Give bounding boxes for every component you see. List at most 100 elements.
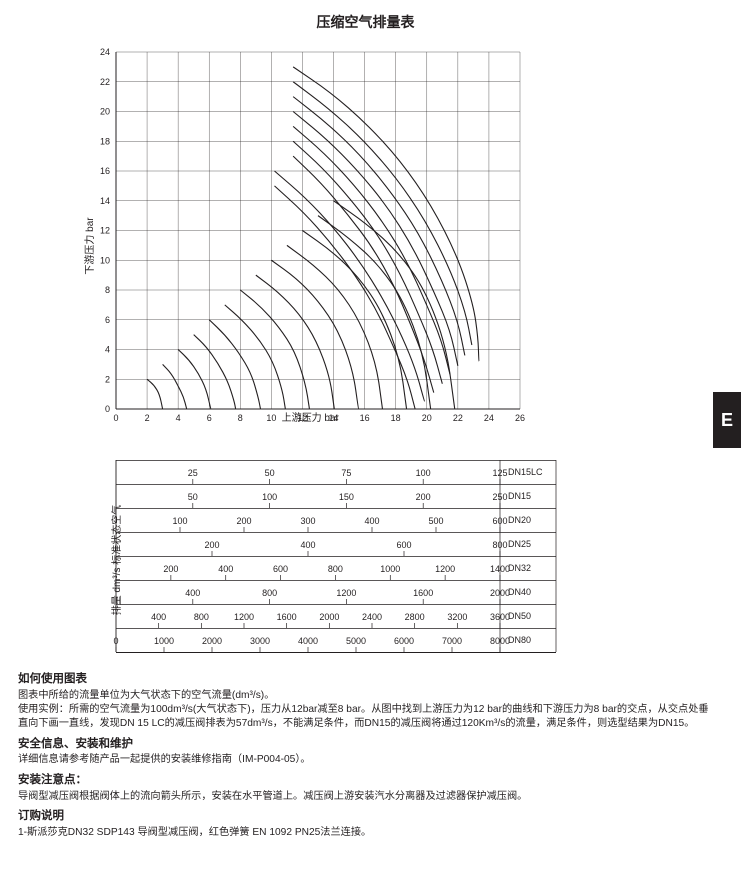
heading-safety: 安全信息、安装和维护 — [18, 737, 713, 753]
svg-text:600: 600 — [396, 540, 411, 550]
svg-text:1000: 1000 — [154, 636, 174, 646]
heading-install: 安装注意点： — [18, 773, 713, 789]
svg-text:8: 8 — [238, 413, 243, 423]
svg-text:400: 400 — [300, 540, 315, 550]
svg-text:75: 75 — [341, 468, 351, 478]
svg-text:2: 2 — [105, 374, 110, 384]
svg-text:4: 4 — [176, 413, 181, 423]
paragraph: 导阀型减压阀根据阀体上的流向箭头所示，安装在水平管道上。减压阀上游安装汽水分离器… — [18, 790, 713, 804]
svg-text:DN40: DN40 — [508, 587, 531, 597]
svg-text:400: 400 — [151, 612, 166, 622]
svg-text:14: 14 — [100, 196, 110, 206]
svg-text:200: 200 — [204, 540, 219, 550]
svg-text:400: 400 — [218, 564, 233, 574]
svg-text:DN20: DN20 — [508, 515, 531, 525]
svg-text:400: 400 — [364, 516, 379, 526]
svg-text:24: 24 — [484, 413, 494, 423]
svg-text:500: 500 — [428, 516, 443, 526]
paragraph: 图表中所给的流量单位为大气状态下的空气流量(dm³/s)。 — [18, 689, 713, 703]
svg-text:200: 200 — [416, 492, 431, 502]
dn-scales: 排量 dm³/s 标准状态空气 DN15LC 25 50 75 100 125 DN15 50… — [18, 460, 713, 660]
svg-text:DN50: DN50 — [508, 611, 531, 621]
svg-text:20: 20 — [422, 413, 432, 423]
svg-text:22: 22 — [453, 413, 463, 423]
svg-text:1400: 1400 — [490, 564, 510, 574]
svg-text:1200: 1200 — [435, 564, 455, 574]
svg-text:1200: 1200 — [234, 612, 254, 622]
heading-usage: 如何使用图表 — [18, 672, 713, 688]
svg-text:2: 2 — [145, 413, 150, 423]
svg-text:DN15LC: DN15LC — [508, 467, 543, 477]
svg-text:2000: 2000 — [490, 588, 510, 598]
svg-text:DN25: DN25 — [508, 539, 531, 549]
svg-text:2800: 2800 — [405, 612, 425, 622]
svg-text:8: 8 — [105, 285, 110, 295]
svg-text:800: 800 — [492, 540, 507, 550]
svg-text:300: 300 — [300, 516, 315, 526]
svg-text:20: 20 — [100, 107, 110, 117]
svg-text:3600: 3600 — [490, 612, 510, 622]
svg-text:18: 18 — [100, 136, 110, 146]
text-content: 如何使用图表 图表中所给的流量单位为大气状态下的空气流量(dm³/s)。 使用实… — [18, 666, 713, 841]
svg-text:5000: 5000 — [346, 636, 366, 646]
svg-text:1600: 1600 — [277, 612, 297, 622]
svg-text:100: 100 — [416, 468, 431, 478]
svg-text:16: 16 — [100, 166, 110, 176]
svg-text:4: 4 — [105, 345, 110, 355]
page-title: 压缩空气排量表 — [18, 12, 713, 32]
svg-text:0: 0 — [113, 636, 118, 646]
svg-text:100: 100 — [172, 516, 187, 526]
svg-text:7000: 7000 — [442, 636, 462, 646]
svg-text:600: 600 — [492, 516, 507, 526]
svg-text:6: 6 — [105, 315, 110, 325]
svg-text:1600: 1600 — [413, 588, 433, 598]
svg-text:6: 6 — [207, 413, 212, 423]
svg-text:250: 250 — [492, 492, 507, 502]
svg-text:DN80: DN80 — [508, 635, 531, 645]
svg-text:6000: 6000 — [394, 636, 414, 646]
svg-text:26: 26 — [515, 413, 525, 423]
paragraph: 详细信息请参考随产品一起提供的安装维修指南（IM-P004-05）。 — [18, 753, 713, 767]
scales-axis-label: 排量 dm³/s 标准状态空气 — [108, 505, 123, 616]
svg-text:0: 0 — [113, 413, 118, 423]
heading-order: 订购说明 — [18, 809, 713, 825]
svg-text:100: 100 — [262, 492, 277, 502]
svg-text:125: 125 — [492, 468, 507, 478]
capacity-chart: 下游压力 bar 0246810121416182022242602468101… — [18, 36, 713, 456]
svg-text:2000: 2000 — [202, 636, 222, 646]
svg-text:150: 150 — [339, 492, 354, 502]
svg-text:200: 200 — [163, 564, 178, 574]
svg-text:3000: 3000 — [250, 636, 270, 646]
section-tab: E — [713, 392, 741, 448]
svg-text:DN32: DN32 — [508, 563, 531, 573]
svg-text:800: 800 — [194, 612, 209, 622]
svg-text:24: 24 — [100, 47, 110, 57]
svg-text:400: 400 — [185, 588, 200, 598]
svg-text:800: 800 — [328, 564, 343, 574]
svg-text:600: 600 — [273, 564, 288, 574]
paragraph: 使用实例：所需的空气流量为100dm³/s(大气状态下)，压力从12bar减至8… — [18, 703, 713, 731]
svg-text:1000: 1000 — [380, 564, 400, 574]
svg-text:50: 50 — [188, 492, 198, 502]
svg-text:8000: 8000 — [490, 636, 510, 646]
svg-text:2000: 2000 — [319, 612, 339, 622]
svg-text:2400: 2400 — [362, 612, 382, 622]
svg-text:上游压力 bar: 上游压力 bar — [282, 411, 340, 424]
svg-text:25: 25 — [188, 468, 198, 478]
svg-text:22: 22 — [100, 77, 110, 87]
svg-text:50: 50 — [265, 468, 275, 478]
paragraph: 1-斯派莎克DN32 SDP143 导阀型减压阀，红色弹簧 EN 1092 PN… — [18, 826, 713, 840]
y-axis-label: 下游压力 bar — [81, 217, 96, 274]
svg-text:4000: 4000 — [298, 636, 318, 646]
svg-text:16: 16 — [360, 413, 370, 423]
svg-text:200: 200 — [236, 516, 251, 526]
svg-text:12: 12 — [100, 226, 110, 236]
svg-text:3200: 3200 — [447, 612, 467, 622]
svg-text:0: 0 — [105, 404, 110, 414]
svg-text:DN15: DN15 — [508, 491, 531, 501]
svg-text:10: 10 — [100, 255, 110, 265]
svg-text:18: 18 — [391, 413, 401, 423]
svg-text:800: 800 — [262, 588, 277, 598]
svg-text:10: 10 — [266, 413, 276, 423]
svg-text:1200: 1200 — [336, 588, 356, 598]
